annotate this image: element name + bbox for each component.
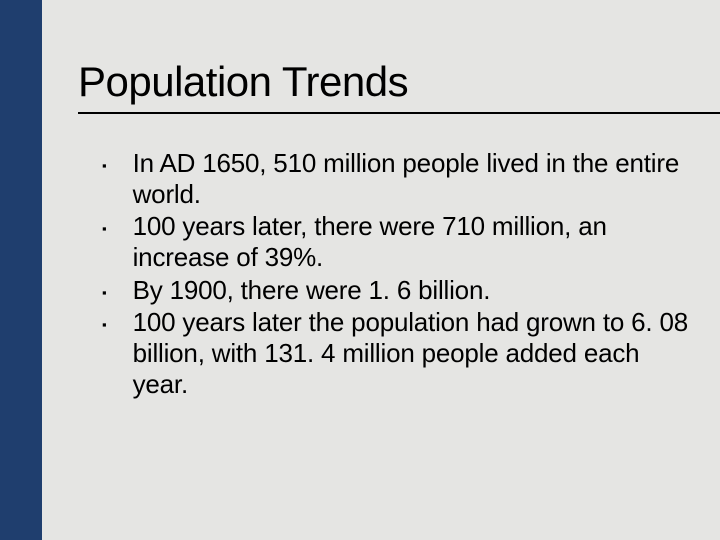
bullet-text: By 1900, there were 1. 6 billion. bbox=[133, 275, 491, 306]
accent-bar bbox=[0, 0, 42, 540]
bullet-icon: ▪ bbox=[102, 285, 107, 300]
slide-content: Population Trends ▪ In AD 1650, 510 mill… bbox=[78, 58, 690, 401]
bullet-icon: ▪ bbox=[102, 317, 107, 332]
list-item: ▪ 100 years later the population had gro… bbox=[102, 307, 690, 399]
bullet-icon: ▪ bbox=[102, 158, 107, 173]
bullet-icon: ▪ bbox=[102, 221, 107, 236]
bullet-text: 100 years later the population had grown… bbox=[133, 307, 690, 399]
bullet-text: 100 years later, there were 710 million,… bbox=[133, 211, 690, 272]
bullet-text: In AD 1650, 510 million people lived in … bbox=[133, 148, 690, 209]
list-item: ▪ By 1900, there were 1. 6 billion. bbox=[102, 275, 690, 306]
bullet-list: ▪ In AD 1650, 510 million people lived i… bbox=[78, 148, 690, 399]
list-item: ▪ 100 years later, there were 710 millio… bbox=[102, 211, 690, 272]
slide-title: Population Trends bbox=[78, 58, 690, 106]
list-item: ▪ In AD 1650, 510 million people lived i… bbox=[102, 148, 690, 209]
title-underline bbox=[78, 112, 720, 114]
